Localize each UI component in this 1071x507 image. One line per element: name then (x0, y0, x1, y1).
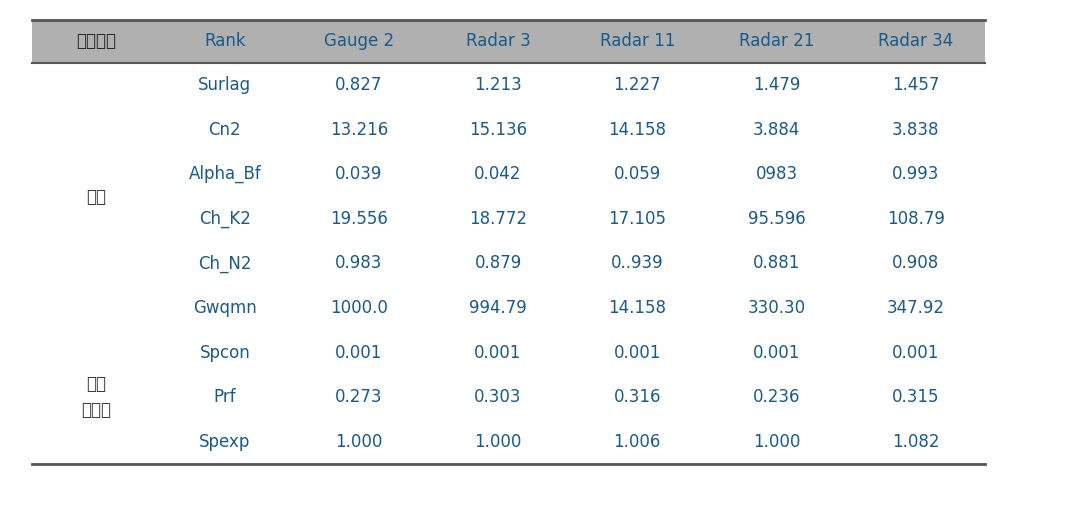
Text: 0.993: 0.993 (892, 165, 939, 183)
Text: 14.158: 14.158 (608, 299, 666, 317)
Text: 0.001: 0.001 (614, 344, 661, 361)
Text: 0.881: 0.881 (753, 255, 800, 272)
Text: Gwqmn: Gwqmn (193, 299, 257, 317)
Text: 95.596: 95.596 (748, 210, 805, 228)
Text: Ch_K2: Ch_K2 (199, 210, 251, 228)
Bar (32, 20, 985, 63)
Text: 0.983: 0.983 (335, 255, 382, 272)
Text: 0.316: 0.316 (614, 388, 661, 406)
Text: 330.30: 330.30 (748, 299, 805, 317)
Text: 0.001: 0.001 (892, 344, 939, 361)
Text: 19.556: 19.556 (330, 210, 388, 228)
Text: 3.884: 3.884 (753, 121, 800, 138)
Text: Surlag: Surlag (198, 76, 252, 94)
Text: 0.908: 0.908 (892, 255, 939, 272)
Text: 347.92: 347.92 (887, 299, 945, 317)
Text: 0.059: 0.059 (614, 165, 661, 183)
Text: 1.213: 1.213 (474, 76, 522, 94)
Text: 1.000: 1.000 (474, 433, 522, 451)
Text: 0.001: 0.001 (335, 344, 382, 361)
Text: Ch_N2: Ch_N2 (198, 255, 252, 273)
Text: 0.001: 0.001 (753, 344, 800, 361)
Text: 0.236: 0.236 (753, 388, 800, 406)
Text: 1.082: 1.082 (892, 433, 939, 451)
Text: 13.216: 13.216 (330, 121, 388, 138)
Text: 0.315: 0.315 (892, 388, 939, 406)
Text: 1000.0: 1000.0 (330, 299, 388, 317)
Text: 0.001: 0.001 (474, 344, 522, 361)
Text: Gauge 2: Gauge 2 (323, 32, 394, 51)
Text: 0.827: 0.827 (335, 76, 382, 94)
Text: 예측인자: 예측인자 (76, 32, 117, 51)
Text: 17.105: 17.105 (608, 210, 666, 228)
Text: 0..939: 0..939 (610, 255, 664, 272)
Text: Prf: Prf (213, 388, 237, 406)
Text: Spexp: Spexp (199, 433, 251, 451)
Text: 1.000: 1.000 (335, 433, 382, 451)
Text: 0.039: 0.039 (335, 165, 382, 183)
Text: 0.273: 0.273 (335, 388, 382, 406)
Text: 1.006: 1.006 (614, 433, 661, 451)
Text: 1.227: 1.227 (614, 76, 661, 94)
Text: 108.79: 108.79 (887, 210, 945, 228)
Text: Alpha_Bf: Alpha_Bf (188, 165, 261, 184)
Text: 1.479: 1.479 (753, 76, 800, 94)
Text: 14.158: 14.158 (608, 121, 666, 138)
Text: Radar 21: Radar 21 (739, 32, 814, 51)
Text: Cn2: Cn2 (209, 121, 241, 138)
Text: Radar 34: Radar 34 (878, 32, 953, 51)
Text: 0983: 0983 (755, 165, 798, 183)
Text: Rank: Rank (205, 32, 245, 51)
Text: 1.000: 1.000 (753, 433, 800, 451)
Text: 15.136: 15.136 (469, 121, 527, 138)
Text: 994.79: 994.79 (469, 299, 527, 317)
Text: 유량: 유량 (87, 188, 106, 205)
Text: Radar 11: Radar 11 (600, 32, 675, 51)
Text: 0.879: 0.879 (474, 255, 522, 272)
Text: 0.042: 0.042 (474, 165, 522, 183)
Text: Spcon: Spcon (199, 344, 251, 361)
Text: Radar 3: Radar 3 (466, 32, 530, 51)
Text: 18.772: 18.772 (469, 210, 527, 228)
Text: 3.838: 3.838 (892, 121, 939, 138)
Text: 1.457: 1.457 (892, 76, 939, 94)
Text: 유사
부하량: 유사 부하량 (81, 375, 111, 419)
Text: 0.303: 0.303 (474, 388, 522, 406)
